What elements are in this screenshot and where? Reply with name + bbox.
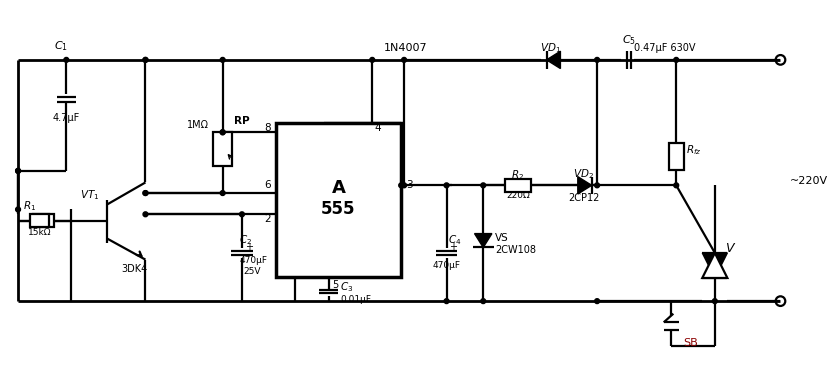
Circle shape xyxy=(143,191,147,195)
Circle shape xyxy=(480,183,485,188)
Text: 1MΩ: 1MΩ xyxy=(187,119,209,130)
Circle shape xyxy=(594,183,599,188)
Circle shape xyxy=(594,58,599,62)
Text: +: + xyxy=(449,242,457,252)
Text: 2CP12: 2CP12 xyxy=(567,193,599,203)
Circle shape xyxy=(398,183,403,188)
Text: $C_5$: $C_5$ xyxy=(621,34,635,47)
Text: 470μF: 470μF xyxy=(240,256,267,265)
Circle shape xyxy=(16,207,21,212)
Text: +: + xyxy=(244,242,253,252)
Text: RP: RP xyxy=(234,116,249,126)
Text: 6: 6 xyxy=(264,180,271,190)
Text: 3: 3 xyxy=(406,180,412,190)
Text: 2: 2 xyxy=(264,214,271,224)
Text: 5: 5 xyxy=(331,280,338,290)
Text: 1N4007: 1N4007 xyxy=(383,43,427,53)
Text: 3DK4: 3DK4 xyxy=(121,264,147,274)
Circle shape xyxy=(673,183,678,188)
Circle shape xyxy=(239,212,244,217)
Circle shape xyxy=(16,168,21,173)
Circle shape xyxy=(673,58,678,62)
Polygon shape xyxy=(546,51,560,68)
Text: V: V xyxy=(724,242,733,254)
Circle shape xyxy=(143,191,147,195)
Text: 8: 8 xyxy=(264,123,271,133)
Circle shape xyxy=(594,299,599,303)
Circle shape xyxy=(143,212,147,217)
Text: 15kΩ: 15kΩ xyxy=(27,228,51,237)
Text: 220Ω: 220Ω xyxy=(505,191,529,200)
Text: 555: 555 xyxy=(320,200,355,219)
Circle shape xyxy=(16,168,21,173)
Text: $C_4$: $C_4$ xyxy=(448,233,461,247)
Text: 4.7μF: 4.7μF xyxy=(53,113,79,123)
Bar xyxy=(32,214,54,227)
Text: $C_1$: $C_1$ xyxy=(55,39,69,53)
Bar xyxy=(505,179,530,192)
Polygon shape xyxy=(577,177,591,194)
Circle shape xyxy=(143,58,147,62)
Polygon shape xyxy=(701,253,726,278)
Circle shape xyxy=(402,58,406,62)
Text: SB: SB xyxy=(682,338,697,348)
Text: $R_1$: $R_1$ xyxy=(23,200,36,214)
Circle shape xyxy=(480,299,485,303)
Circle shape xyxy=(143,58,147,62)
Text: 25V: 25V xyxy=(243,267,260,276)
Circle shape xyxy=(711,299,716,303)
Circle shape xyxy=(444,183,449,188)
Bar xyxy=(667,143,683,170)
Text: 0.47μF 630V: 0.47μF 630V xyxy=(633,43,695,53)
Circle shape xyxy=(444,299,449,303)
Circle shape xyxy=(220,191,224,195)
Circle shape xyxy=(220,130,224,135)
Text: $C_3$: $C_3$ xyxy=(340,280,354,294)
Circle shape xyxy=(402,183,406,188)
Text: $VD_1$: $VD_1$ xyxy=(540,41,561,55)
Text: $VD_2$: $VD_2$ xyxy=(572,167,594,180)
Text: $VT_1$: $VT_1$ xyxy=(79,188,99,202)
Text: A: A xyxy=(331,179,345,197)
Text: ~220V: ~220V xyxy=(789,175,827,186)
Text: $C_2$: $C_2$ xyxy=(238,233,252,247)
Text: $R_2$: $R_2$ xyxy=(511,168,524,182)
Text: 0.01μF: 0.01μF xyxy=(340,295,371,304)
Circle shape xyxy=(220,130,224,135)
Text: $R_{fz}$: $R_{fz}$ xyxy=(685,143,700,156)
Bar xyxy=(276,123,401,277)
Text: 4: 4 xyxy=(373,123,380,133)
Bar xyxy=(213,132,232,166)
Circle shape xyxy=(220,58,224,62)
Text: 2CW108: 2CW108 xyxy=(494,245,535,255)
Circle shape xyxy=(64,58,69,62)
Text: VS: VS xyxy=(494,233,508,244)
Bar xyxy=(30,214,49,227)
Polygon shape xyxy=(701,253,726,278)
Polygon shape xyxy=(474,233,491,247)
Circle shape xyxy=(369,58,374,62)
Text: 470μF: 470μF xyxy=(432,261,460,270)
